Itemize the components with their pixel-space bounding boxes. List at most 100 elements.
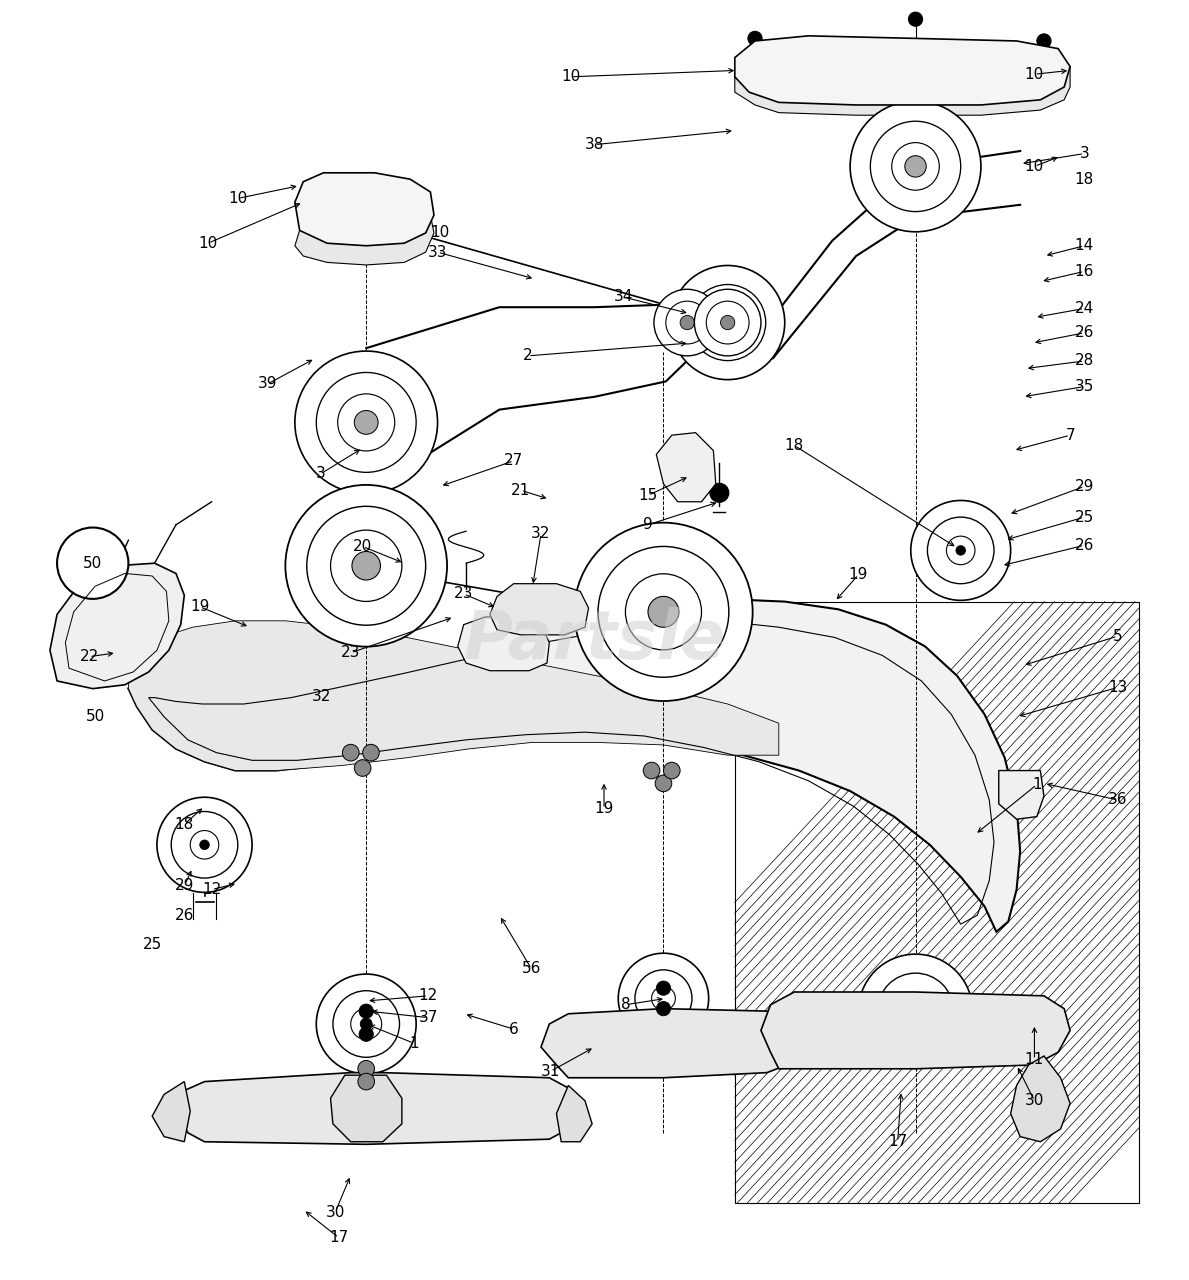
Circle shape (721, 315, 735, 330)
Text: 56: 56 (522, 961, 541, 977)
Text: 39: 39 (258, 376, 277, 392)
Text: 15: 15 (638, 488, 658, 503)
Text: 7: 7 (1065, 428, 1075, 443)
Circle shape (850, 101, 981, 232)
Polygon shape (50, 563, 184, 689)
Polygon shape (458, 617, 549, 671)
Circle shape (648, 596, 679, 627)
Text: 34: 34 (614, 289, 633, 305)
Circle shape (360, 1018, 372, 1030)
Circle shape (316, 372, 416, 472)
Circle shape (358, 1060, 375, 1078)
Circle shape (331, 530, 402, 602)
Text: 12: 12 (202, 882, 221, 897)
Polygon shape (1011, 1056, 1070, 1142)
Polygon shape (295, 173, 434, 246)
Circle shape (359, 1004, 373, 1019)
Text: Partsle: Partsle (464, 607, 725, 673)
Text: 32: 32 (312, 689, 331, 704)
Circle shape (333, 991, 400, 1057)
Circle shape (898, 993, 933, 1029)
Circle shape (342, 744, 359, 762)
Circle shape (927, 517, 994, 584)
Text: 5: 5 (1113, 628, 1122, 644)
Text: 26: 26 (175, 908, 194, 923)
Circle shape (908, 12, 923, 27)
Text: 18: 18 (785, 438, 804, 453)
Text: 29: 29 (175, 878, 194, 893)
Circle shape (363, 744, 379, 762)
Circle shape (858, 954, 973, 1069)
Text: 14: 14 (1075, 238, 1094, 253)
Circle shape (870, 122, 961, 211)
Circle shape (354, 759, 371, 777)
Circle shape (618, 954, 709, 1043)
Text: 26: 26 (1075, 325, 1094, 340)
Circle shape (718, 314, 737, 332)
Text: 3: 3 (316, 466, 326, 481)
Polygon shape (656, 433, 716, 502)
Polygon shape (490, 584, 589, 635)
Circle shape (710, 484, 729, 502)
Circle shape (694, 289, 761, 356)
Circle shape (956, 545, 965, 556)
Text: 27: 27 (504, 453, 523, 468)
Polygon shape (735, 67, 1070, 115)
Text: 10: 10 (430, 225, 449, 241)
Text: 13: 13 (1108, 680, 1127, 695)
Text: 12: 12 (419, 988, 438, 1004)
Circle shape (643, 762, 660, 780)
Text: 23: 23 (454, 586, 473, 602)
Text: 36: 36 (1108, 792, 1127, 808)
Polygon shape (761, 992, 1070, 1069)
Circle shape (57, 527, 128, 599)
Circle shape (877, 973, 954, 1050)
Text: 37: 37 (419, 1010, 438, 1025)
Circle shape (307, 507, 426, 625)
Circle shape (157, 797, 252, 892)
Text: 1: 1 (1032, 777, 1042, 792)
Text: 23: 23 (341, 645, 360, 660)
Text: 19: 19 (594, 801, 614, 817)
Polygon shape (999, 771, 1044, 819)
Text: 8: 8 (621, 997, 630, 1012)
Circle shape (911, 500, 1011, 600)
Text: 6: 6 (509, 1021, 518, 1037)
Circle shape (171, 812, 238, 878)
Circle shape (892, 142, 939, 191)
Circle shape (598, 547, 729, 677)
Circle shape (358, 1073, 375, 1091)
Text: 50: 50 (83, 556, 102, 571)
Text: 10: 10 (199, 236, 218, 251)
Text: 18: 18 (1075, 172, 1094, 187)
Circle shape (655, 774, 672, 792)
Circle shape (946, 536, 975, 564)
Circle shape (706, 301, 749, 344)
Text: 10: 10 (1025, 159, 1044, 174)
Text: 11: 11 (1025, 1052, 1044, 1068)
Text: 16: 16 (1075, 264, 1094, 279)
Circle shape (316, 974, 416, 1074)
Text: 26: 26 (1075, 538, 1094, 553)
Text: 35: 35 (1075, 379, 1094, 394)
Text: 24: 24 (1075, 301, 1094, 316)
Circle shape (351, 1009, 382, 1039)
Text: 25: 25 (143, 937, 162, 952)
Circle shape (666, 301, 709, 344)
Polygon shape (735, 36, 1070, 105)
Text: 19: 19 (849, 567, 868, 582)
Circle shape (656, 1001, 671, 1016)
Circle shape (706, 301, 749, 344)
Text: 18: 18 (175, 817, 194, 832)
Text: 10: 10 (561, 69, 580, 84)
Text: 10: 10 (1025, 67, 1044, 82)
Text: 25: 25 (1075, 509, 1094, 525)
Text: 30: 30 (326, 1204, 345, 1220)
Circle shape (680, 315, 694, 330)
Polygon shape (541, 1009, 797, 1078)
Circle shape (200, 840, 209, 850)
Circle shape (295, 351, 438, 494)
Circle shape (910, 1005, 921, 1018)
Circle shape (354, 411, 378, 434)
Polygon shape (735, 602, 1139, 1203)
